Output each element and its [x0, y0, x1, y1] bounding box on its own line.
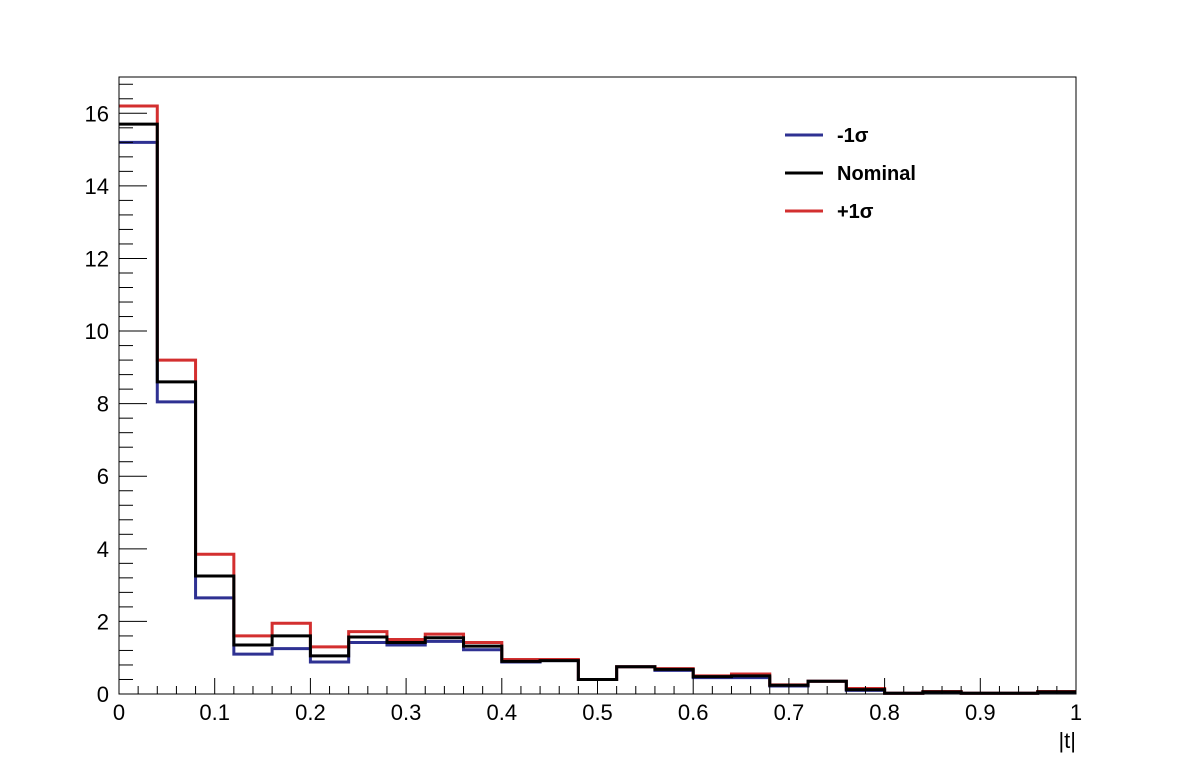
- legend-label-minus-1-sigma: -1σ: [837, 125, 869, 147]
- x-tick-label: 0.5: [582, 700, 613, 725]
- x-tick-label: 0.7: [774, 700, 805, 725]
- x-tick-label: 0.4: [487, 700, 518, 725]
- x-tick-label: 0.2: [295, 700, 326, 725]
- x-axis-ticks: [118, 678, 1077, 694]
- y-axis-ticks: [119, 83, 147, 695]
- legend-label-plus-1-sigma: +1σ: [837, 201, 874, 223]
- y-tick-label: 4: [97, 537, 109, 562]
- legend: -1σ Nominal +1σ: [785, 125, 916, 223]
- x-tick-label: 1: [1070, 700, 1082, 725]
- x-tick-label: 0.6: [678, 700, 709, 725]
- y-tick-label: 6: [97, 464, 109, 489]
- y-tick-label: 16: [85, 101, 109, 126]
- x-tick-label: 0: [113, 700, 125, 725]
- y-tick-label: 8: [97, 392, 109, 417]
- x-tick-label: 0.9: [965, 700, 996, 725]
- x-tick-label: 0.8: [869, 700, 900, 725]
- x-tick-label: 0.3: [391, 700, 422, 725]
- y-tick-label: 10: [85, 319, 109, 344]
- y-tick-label: 12: [85, 246, 109, 271]
- y-axis-tick-labels: 0 2 4 6 8 10 12 14 16: [85, 101, 109, 707]
- y-tick-label: 14: [85, 174, 109, 199]
- y-tick-label: 0: [97, 682, 109, 707]
- x-axis-title: |t|: [1058, 728, 1076, 753]
- legend-label-nominal: Nominal: [837, 163, 916, 185]
- x-tick-label: 0.1: [199, 700, 230, 725]
- x-axis-tick-labels: 0 0.1 0.2 0.3 0.4 0.5 0.6 0.7 0.8 0.9 1: [113, 700, 1082, 725]
- y-tick-label: 2: [97, 609, 109, 634]
